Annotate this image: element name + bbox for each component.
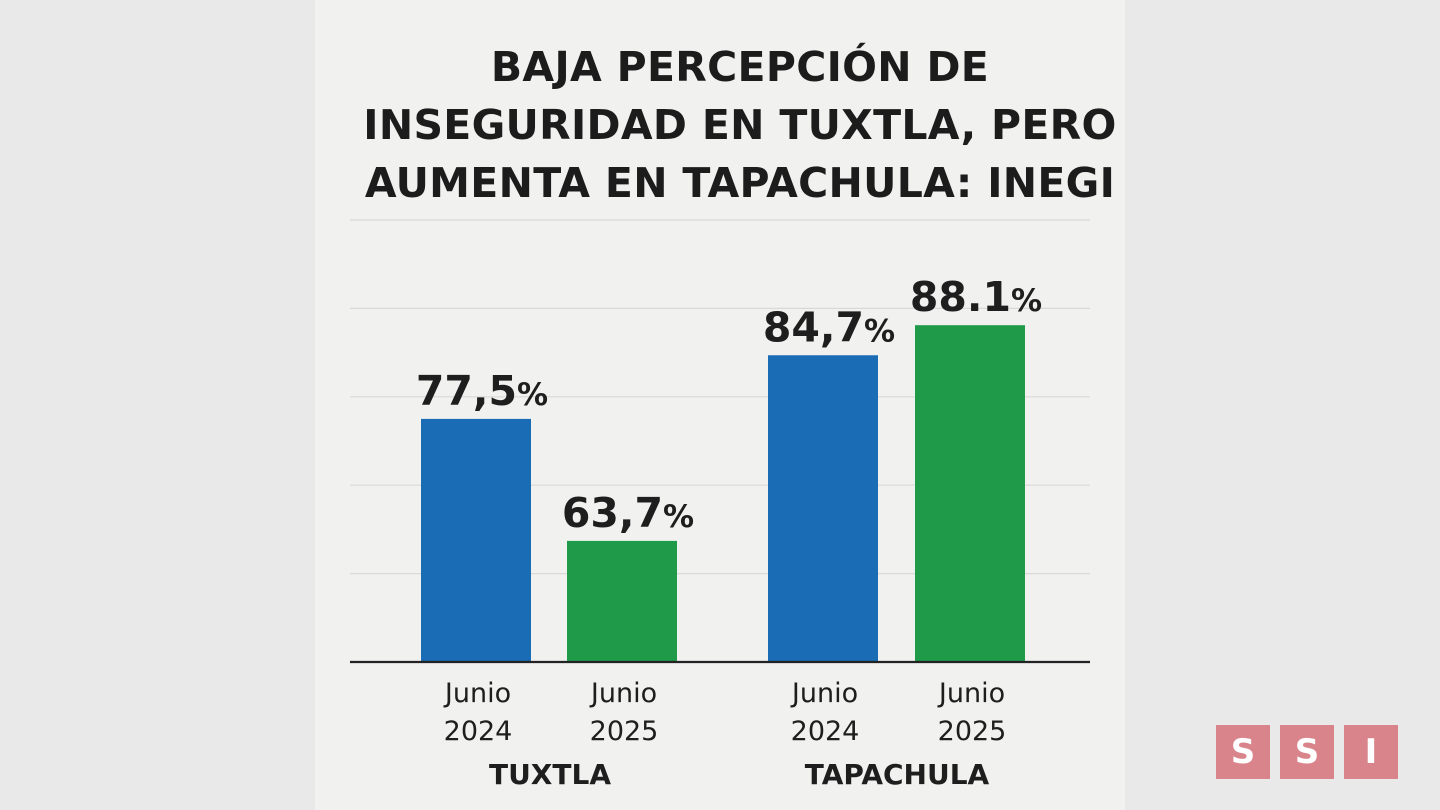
category-label: 2024: [444, 716, 513, 747]
value-unit: %: [663, 499, 694, 535]
bar: [768, 355, 878, 662]
group-label: TUXTLA: [489, 758, 611, 791]
value-label: 77,5%: [416, 367, 548, 415]
value-number: 88.1: [910, 273, 1011, 321]
value-number: 77,5: [416, 367, 517, 415]
value-label: 84,7%: [763, 303, 895, 351]
value-unit: %: [517, 377, 548, 413]
value-unit: %: [1011, 283, 1042, 319]
ssi-logo: S S I: [1216, 725, 1398, 779]
bar: [421, 418, 531, 662]
category-label: Junio: [443, 678, 511, 709]
title-line: BAJA PERCEPCIÓN DE: [490, 43, 990, 91]
bar: [915, 325, 1025, 662]
title-line: AUMENTA EN TAPACHULA: INEGI: [364, 159, 1116, 207]
category-label: Junio: [790, 678, 858, 709]
value-number: 84,7: [763, 303, 864, 351]
value-label: 88.1%: [910, 273, 1042, 321]
value-number: 63,7: [562, 489, 663, 537]
category-label: Junio: [589, 678, 657, 709]
category-label: 2025: [590, 716, 659, 747]
logo-letter: S: [1216, 725, 1270, 779]
title-line: INSEGURIDAD EN TUXTLA, PERO: [363, 101, 1117, 149]
logo-letter: S: [1280, 725, 1334, 779]
category-label: 2024: [791, 716, 860, 747]
category-label: 2025: [938, 716, 1007, 747]
chart-title: BAJA PERCEPCIÓN DE INSEGURIDAD EN TUXTLA…: [340, 38, 1140, 212]
value-unit: %: [864, 313, 895, 349]
value-label: 63,7%: [562, 489, 694, 537]
category-label: Junio: [937, 678, 1005, 709]
group-label: TAPACHULA: [805, 758, 990, 791]
bar: [567, 540, 677, 662]
logo-letter: I: [1344, 725, 1398, 779]
